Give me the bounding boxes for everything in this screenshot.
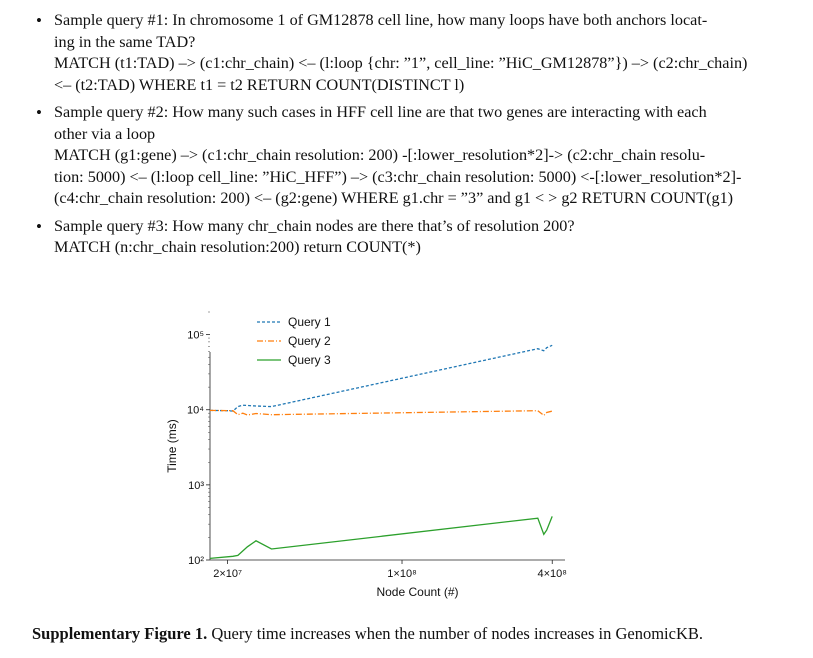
query-2-line-5: (c4:chr_chain resolution: 200) <– (g2:ge… [54, 189, 734, 207]
bullet-marker: • [36, 216, 42, 236]
legend-label-1: Query 1 [288, 315, 331, 329]
chart-series [209, 344, 553, 560]
sample-query-list: • Sample query #1: In chromosome 1 of GM… [32, 10, 792, 265]
series-line-2 [209, 409, 553, 417]
bullet-marker: • [36, 11, 42, 30]
query-3-line-1: Sample query #3: How many chr_chain node… [54, 216, 575, 235]
query-1-line-4: <– (t2:TAD) WHERE t1 = t2 RETURN COUNT(D… [54, 75, 465, 94]
legend-label-2: Query 2 [288, 334, 331, 348]
sample-query-1: • Sample query #1: In chromosome 1 of GM… [32, 10, 792, 96]
chart-ticks: 10² 10³ 10⁴ 10⁵ 2×10⁷ 1×10⁸ 4×10⁸ [187, 311, 567, 580]
query-1-line-2: ing in the same TAD? [54, 32, 196, 51]
caption-text: Query time increases when the number of … [207, 624, 704, 643]
x-tick-label: 1×10⁸ [387, 568, 416, 580]
series-line-3 [209, 516, 553, 560]
query-1-line-1: Sample query #1: In chromosome 1 of GM12… [54, 11, 708, 29]
x-tick-label: 4×10⁸ [538, 568, 567, 580]
x-tick-label: 2×10⁷ [213, 568, 242, 580]
y-tick-label: 10³ [188, 480, 204, 492]
y-tick-label: 10⁵ [187, 330, 204, 342]
sample-query-2: • Sample query #2: How many such cases i… [32, 102, 792, 210]
y-tick-label: 10² [188, 555, 204, 567]
y-axis-label: Time (ms) [165, 419, 179, 473]
query-2-line-2: other via a loop [54, 124, 156, 143]
bullet-marker: • [36, 103, 42, 122]
query-2-line-4: tion: 5000) <– (l:loop cell_line: ”HiC_H… [54, 167, 742, 186]
figure-caption: Supplementary Figure 1. Query time incre… [32, 624, 703, 644]
x-axis-label: Node Count (#) [376, 585, 458, 599]
query-1-line-3: MATCH (t1:TAD) –> (c1:chr_chain) <– (l:l… [54, 54, 748, 72]
query-2-line-3: MATCH (g1:gene) –> (c1:chr_chain resolut… [54, 146, 706, 164]
sample-query-3: • Sample query #3: How many chr_chain no… [32, 216, 792, 259]
chart-axes-frame [209, 352, 565, 561]
query-3-line-2: MATCH (n:chr_chain resolution:200) retur… [54, 238, 421, 256]
y-tick-label: 10⁴ [187, 405, 204, 417]
series-line-1 [209, 344, 553, 412]
query-2-line-1: Sample query #2: How many such cases in … [54, 103, 707, 121]
legend-label-3: Query 3 [288, 353, 331, 367]
caption-label: Supplementary Figure 1. [32, 624, 208, 643]
chart-legend: Query 1 Query 2 Query 3 [257, 315, 331, 367]
